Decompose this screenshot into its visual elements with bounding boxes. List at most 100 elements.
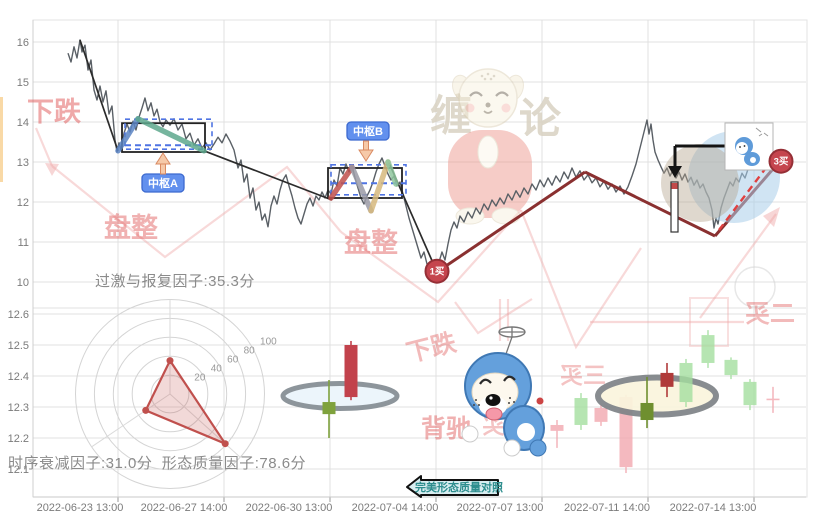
y-axis-tick-label: 16 bbox=[17, 37, 29, 49]
doll-freckle bbox=[513, 401, 515, 403]
candle-body bbox=[594, 407, 608, 422]
zhongshu-box bbox=[121, 122, 206, 153]
y-axis-tick-label: 14 bbox=[17, 117, 29, 129]
watermark-text: 二买 bbox=[745, 300, 795, 328]
radar-spoke bbox=[169, 393, 241, 458]
mini-doll-card[interactable] bbox=[724, 122, 774, 171]
y-axis-tick-label: 12 bbox=[17, 197, 29, 209]
candlestick bbox=[344, 340, 358, 401]
zhongshu-b-badge[interactable]: 中枢B bbox=[346, 121, 390, 162]
candlestick bbox=[660, 362, 674, 398]
measure-arrowhead-icon bbox=[668, 166, 682, 178]
trend-pen-red bbox=[436, 170, 586, 274]
watermark-text: 下跌 bbox=[404, 329, 459, 368]
badge-arrow-stem bbox=[160, 162, 166, 175]
badge-box bbox=[346, 121, 390, 141]
candlestick bbox=[640, 376, 654, 429]
hollow-bar bbox=[670, 181, 679, 233]
doll-paw bbox=[461, 425, 479, 443]
focus-circle bbox=[661, 144, 739, 222]
edge-strip bbox=[0, 97, 3, 182]
praying-dog-watermark bbox=[448, 68, 532, 225]
mini-doll-sparkles bbox=[755, 127, 769, 137]
y-axis-tick-label: 12.5 bbox=[8, 340, 29, 352]
doll-freckle bbox=[475, 399, 477, 401]
colored-pen bbox=[385, 159, 399, 187]
candle-body bbox=[660, 372, 674, 387]
x-axis-tick-label: 2022-07-14 13:00 bbox=[669, 502, 757, 514]
y-axis-tick-label: 15 bbox=[17, 77, 29, 89]
candlestick bbox=[574, 393, 588, 430]
candle-body bbox=[574, 398, 588, 425]
candlestick bbox=[322, 380, 336, 438]
colored-pen bbox=[328, 164, 355, 201]
overshoot-factor-label: 过激与报复因子:35.3分 bbox=[95, 273, 255, 290]
x-axis-tick-label: 2022-06-27 14:00 bbox=[140, 502, 228, 514]
y-axis-tick-label: 12.3 bbox=[8, 402, 29, 414]
doll-nose bbox=[485, 394, 501, 406]
dog-nose bbox=[485, 102, 491, 108]
candlestick bbox=[701, 330, 715, 368]
zhongshu-a-badge[interactable]: 中枢A bbox=[141, 152, 185, 193]
watermark-text: 三买 bbox=[560, 362, 606, 388]
lower-pane-layer bbox=[280, 326, 780, 474]
watermark-zigzag bbox=[51, 165, 342, 259]
perfect-pattern-compare-tag[interactable]: 完美形态质量对照 bbox=[406, 475, 503, 498]
axis-label-layer: 16 15 14 13 12 11 10 12.6 12.5 12.4 12.3 12.2 12.1 bbox=[8, 37, 29, 476]
candle-body bbox=[322, 402, 336, 415]
trend-pen-red bbox=[584, 170, 716, 238]
pen-segment bbox=[79, 39, 119, 152]
buy-point-badge[interactable]: 1买 bbox=[424, 258, 450, 284]
mini-doll-eye bbox=[743, 145, 746, 147]
candle-body bbox=[766, 398, 780, 401]
buy-badge-circle bbox=[424, 258, 450, 284]
mini-doll-face bbox=[736, 142, 748, 154]
badge-arrow-down-icon bbox=[358, 149, 374, 162]
dog-foot bbox=[491, 207, 521, 225]
candlestick bbox=[594, 405, 608, 426]
watermark-text: 盘整 bbox=[104, 212, 158, 243]
y-axis-tick-label: 12.6 bbox=[8, 309, 29, 321]
doll-button bbox=[536, 397, 544, 405]
umbrella-stem bbox=[499, 327, 525, 355]
badge-label: 中枢B bbox=[353, 124, 383, 138]
candle-body bbox=[701, 335, 715, 363]
radar-chart: 20 40 60 80 100 bbox=[75, 299, 277, 489]
y-axis-tick-label: 13 bbox=[17, 157, 29, 169]
badge-arrow-up-icon bbox=[155, 152, 171, 165]
candlestick bbox=[550, 420, 564, 448]
watermark-zigzag bbox=[340, 209, 522, 304]
candlestick bbox=[743, 379, 757, 411]
compare-tag-label: 完美形态质量对照 bbox=[415, 480, 503, 494]
dog-spot bbox=[489, 77, 493, 81]
candlestick bbox=[679, 358, 693, 407]
watermark-arrow-up bbox=[763, 207, 780, 227]
doll-belly bbox=[517, 423, 535, 441]
x-axis-tick-label: 2022-06-23 13:00 bbox=[36, 502, 124, 514]
buy-badge-label: 3买 bbox=[774, 157, 789, 168]
candlestick bbox=[766, 386, 780, 413]
hollow-bar-cap bbox=[671, 183, 678, 189]
pen-segment bbox=[203, 150, 333, 201]
candlestick bbox=[724, 357, 738, 380]
y-axis-tick-label: 12.4 bbox=[8, 371, 29, 383]
dog-spot bbox=[480, 74, 484, 78]
price-line bbox=[67, 39, 772, 274]
dog-ear bbox=[452, 74, 472, 102]
grid-layer bbox=[32, 19, 808, 502]
doll-freckle bbox=[508, 402, 510, 404]
buy-point-badge[interactable]: 3买 bbox=[768, 148, 794, 174]
zhongshu-dashed-box bbox=[330, 164, 407, 196]
doll-freckle bbox=[478, 404, 480, 406]
buy-badge-circle bbox=[768, 148, 794, 174]
badge-label: 中枢A bbox=[148, 176, 178, 190]
radar-vertex-dot bbox=[221, 440, 229, 448]
radar-tick-label: 100 bbox=[260, 336, 277, 347]
radar-vertex-dot bbox=[142, 406, 150, 414]
candle-body bbox=[724, 359, 738, 376]
mini-doll-eye bbox=[739, 146, 741, 148]
y-axis-tick-label: 12.1 bbox=[8, 464, 29, 476]
watermark-text: 下跌 bbox=[27, 97, 81, 127]
